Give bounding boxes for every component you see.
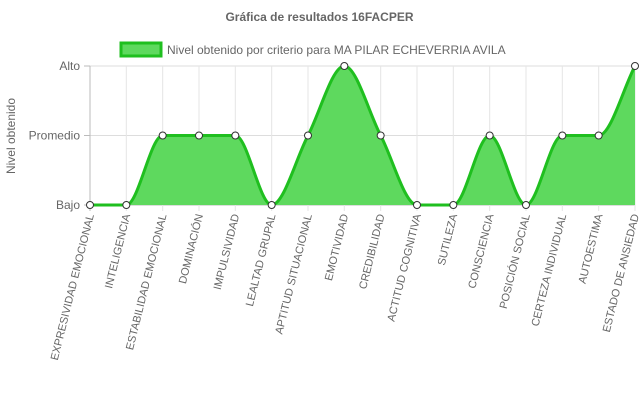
x-tick-label: ACTITUD COGNITIVA: [386, 212, 425, 323]
x-tick-label: DOMINACIÓN: [176, 213, 206, 286]
legend[interactable]: Nivel obtenido por criterio para MA PILA…: [119, 41, 506, 58]
data-point[interactable]: [485, 131, 494, 140]
x-tick-label: EMOTIVIDAD: [323, 213, 351, 282]
series-line: [90, 64, 637, 207]
chart-title: Gráfica de resultados 16FACPER: [225, 10, 413, 24]
x-tick-label: ESTADO DE ANSIEDAD: [601, 213, 639, 334]
data-point[interactable]: [376, 131, 385, 140]
y-tick-label: Bajo: [56, 198, 80, 212]
x-tick-label: POSICIÓN SOCIAL: [497, 213, 533, 310]
data-point[interactable]: [158, 131, 167, 140]
x-tick-label: EXPRESIVIDAD EMOCIONAL: [49, 213, 97, 362]
x-tick-label: AUTOESTIMA: [577, 212, 606, 285]
x-tick-label: INTELIGENCIA: [103, 212, 133, 290]
legend-label: Nivel obtenido por criterio para MA PILA…: [167, 43, 506, 57]
x-tick-label: ESTABILIDAD EMOCIONAL: [124, 213, 169, 352]
data-point[interactable]: [195, 131, 203, 140]
data-point[interactable]: [122, 201, 131, 209]
data-point[interactable]: [340, 62, 349, 70]
y-ticks: Bajo Promedio Alto: [29, 59, 81, 212]
x-tick-label: LEALTAD GRUPAL: [244, 213, 279, 308]
x-tick-label: CONSCIENCIA: [466, 212, 496, 290]
x-tick-label: CERTEZA INDIVIDUAL: [530, 213, 570, 328]
x-ticks: EXPRESIVIDAD EMOCIONAL INTELIGENCIAESTABI…: [49, 212, 639, 361]
y-tick-label: Alto: [59, 59, 80, 73]
series-layer: [90, 64, 637, 207]
data-point[interactable]: [231, 131, 240, 140]
data-point[interactable]: [449, 201, 458, 209]
x-tick-label: IMPULSIVIDAD: [212, 213, 242, 291]
legend-swatch: [119, 41, 163, 58]
data-point[interactable]: [304, 131, 312, 140]
series-area: [90, 66, 635, 205]
y-axis-label: Nivel obtenido: [4, 98, 18, 174]
points-layer: [86, 62, 639, 209]
data-point[interactable]: [413, 201, 421, 209]
x-tick-label: CREDIBILIDAD: [357, 213, 387, 291]
x-tick-label: SUTILEZA: [436, 212, 461, 267]
data-point[interactable]: [594, 131, 603, 140]
data-point[interactable]: [631, 62, 639, 70]
x-tick-label: APTITUD SITUACIONAL: [273, 213, 315, 336]
data-point[interactable]: [558, 131, 567, 140]
y-tick-label: Promedio: [29, 129, 81, 143]
data-point[interactable]: [522, 201, 530, 209]
data-point[interactable]: [267, 201, 276, 209]
data-point[interactable]: [86, 201, 94, 209]
